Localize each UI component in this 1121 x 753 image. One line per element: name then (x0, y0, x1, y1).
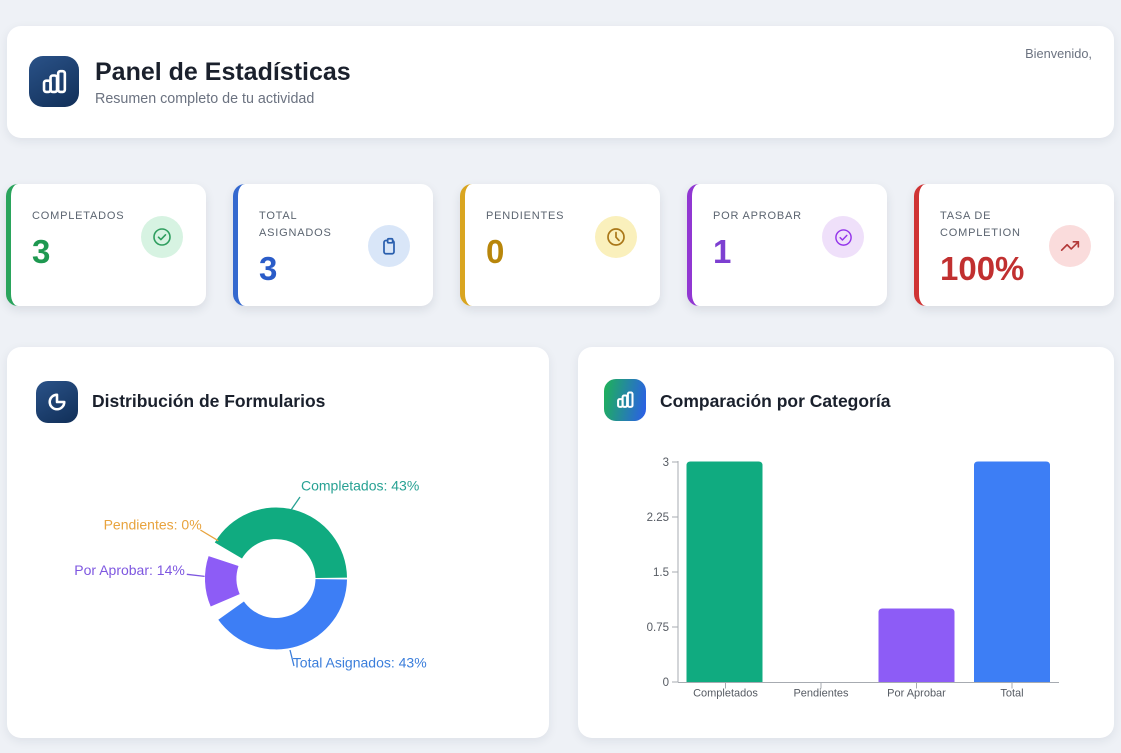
svg-text:Por Aprobar: 14%: Por Aprobar: 14% (74, 562, 185, 578)
svg-text:Pendientes: Pendientes (793, 688, 849, 700)
svg-text:Total Asignados: 43%: Total Asignados: 43% (293, 654, 427, 670)
svg-text:Completados: 43%: Completados: 43% (301, 478, 419, 494)
svg-text:Pendientes: 0%: Pendientes: 0% (104, 517, 202, 533)
svg-text:0: 0 (663, 677, 669, 689)
svg-text:Completados: Completados (693, 688, 758, 700)
svg-text:Por Aprobar: Por Aprobar (887, 688, 946, 700)
svg-text:1.5: 1.5 (653, 567, 669, 579)
svg-text:Total: Total (1000, 688, 1023, 700)
svg-text:2.25: 2.25 (647, 512, 669, 524)
svg-text:3: 3 (663, 457, 669, 469)
svg-text:0.75: 0.75 (647, 622, 669, 634)
